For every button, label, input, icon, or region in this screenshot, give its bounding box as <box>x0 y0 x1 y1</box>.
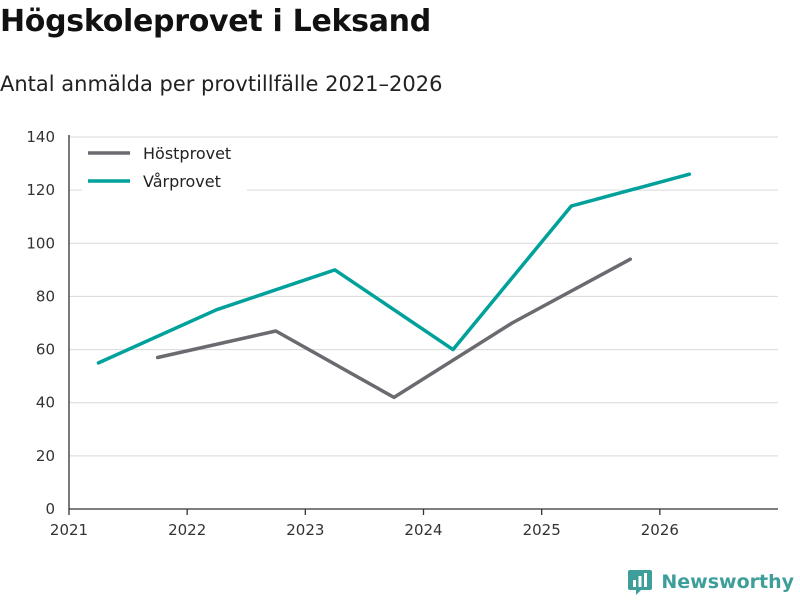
y-tick-label: 40 <box>36 394 55 412</box>
x-tick-label: 2022 <box>168 521 206 539</box>
legend: Höstprovet Vårprovet <box>82 140 247 198</box>
y-tick-label: 80 <box>36 287 55 305</box>
chart-subtitle: Antal anmälda per provtillfälle 2021–202… <box>0 72 443 96</box>
x-tick-label: 2021 <box>50 521 88 539</box>
series-line-h-stprovet <box>155 257 633 400</box>
x-axis-ticks: 2021 2022 2023 2024 2025 2026 <box>50 509 679 539</box>
y-tick-label: 140 <box>26 128 55 146</box>
y-tick-label: 60 <box>36 341 55 359</box>
legend-label: Vårprovet <box>143 172 221 191</box>
y-tick-label: 100 <box>26 234 55 252</box>
legend-label: Höstprovet <box>143 144 231 163</box>
y-tick-label: 120 <box>26 181 55 199</box>
brand-name: Newsworthy <box>661 571 794 593</box>
legend-background <box>82 140 247 198</box>
y-tick-label: 20 <box>36 447 55 465</box>
series-line-v-rprovet <box>96 172 692 365</box>
y-axis-ticks: 0 20 40 60 80 100 120 140 <box>26 128 55 518</box>
brand: Newsworthy <box>627 568 794 596</box>
x-tick-label: 2024 <box>404 521 442 539</box>
x-tick-label: 2023 <box>286 521 324 539</box>
x-tick-label: 2025 <box>523 521 561 539</box>
chart-title: Högskoleprovet i Leksand <box>0 4 431 39</box>
x-tick-label: 2026 <box>641 521 679 539</box>
y-tick-label: 0 <box>45 500 55 518</box>
newsworthy-logo-icon <box>628 570 653 595</box>
series-lines <box>96 172 692 400</box>
